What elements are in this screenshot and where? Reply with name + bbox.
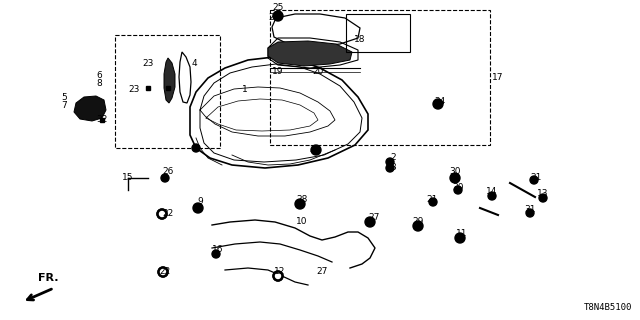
Text: 10: 10 [296,218,308,227]
Circle shape [273,271,283,281]
Circle shape [433,99,443,109]
Text: 26: 26 [163,167,173,177]
Bar [146,86,150,90]
Bar [115,35,220,148]
Circle shape [159,212,164,217]
Text: T8N4B5100: T8N4B5100 [584,303,632,312]
Circle shape [429,198,437,206]
Circle shape [539,194,547,202]
Text: 20: 20 [268,13,280,22]
Polygon shape [164,58,175,103]
Circle shape [161,269,166,275]
Circle shape [454,186,462,194]
Text: 29: 29 [412,218,424,227]
Circle shape [193,203,203,213]
Circle shape [212,250,220,258]
Circle shape [158,267,168,277]
Circle shape [192,144,200,152]
Text: 13: 13 [537,189,548,198]
Circle shape [275,274,280,278]
Circle shape [157,209,167,219]
Circle shape [311,145,321,155]
Circle shape [530,176,538,184]
Text: 22: 22 [159,268,171,276]
Text: 18: 18 [355,36,365,44]
Bar [346,14,410,52]
Text: 8: 8 [96,79,102,89]
Circle shape [161,174,169,182]
Text: 7: 7 [61,101,67,110]
Text: 16: 16 [212,245,224,254]
Text: 22: 22 [163,210,173,219]
Text: 20: 20 [312,68,324,76]
Bar [166,86,170,90]
Text: 3: 3 [390,163,396,172]
Text: 25: 25 [309,146,321,155]
Circle shape [158,267,168,277]
Text: 27: 27 [316,268,328,276]
Circle shape [488,192,496,200]
Text: 23: 23 [142,59,154,68]
Circle shape [157,209,167,219]
Text: 25: 25 [272,4,284,12]
Bar [270,10,490,145]
Circle shape [386,158,394,166]
Text: 21: 21 [531,173,541,182]
Text: 21: 21 [426,196,438,204]
Text: 5: 5 [61,92,67,101]
Text: 27: 27 [368,213,380,222]
Circle shape [413,221,423,231]
Circle shape [386,164,394,172]
Text: 19: 19 [272,68,284,76]
Text: 30: 30 [452,183,464,193]
Text: 32: 32 [96,116,108,124]
Circle shape [295,199,305,209]
Text: 6: 6 [96,70,102,79]
Polygon shape [268,41,352,66]
Circle shape [450,173,460,183]
Text: 9: 9 [197,197,203,206]
Text: 11: 11 [456,229,468,238]
Text: 4: 4 [191,59,197,68]
Text: FR.: FR. [38,273,58,283]
Text: 2: 2 [390,154,396,163]
Text: 31: 31 [524,205,536,214]
Text: 30: 30 [449,167,461,177]
Text: 17: 17 [492,74,504,83]
Text: 12: 12 [275,268,285,276]
Circle shape [273,11,283,21]
Circle shape [365,217,375,227]
Text: 14: 14 [486,188,498,196]
Text: 24: 24 [435,98,445,107]
Circle shape [526,209,534,217]
Text: 23: 23 [128,84,140,93]
Text: 1: 1 [242,85,248,94]
Bar [100,118,104,122]
Polygon shape [74,96,106,121]
Circle shape [455,233,465,243]
Text: 15: 15 [122,173,134,182]
Circle shape [273,271,283,281]
Text: 28: 28 [296,196,308,204]
